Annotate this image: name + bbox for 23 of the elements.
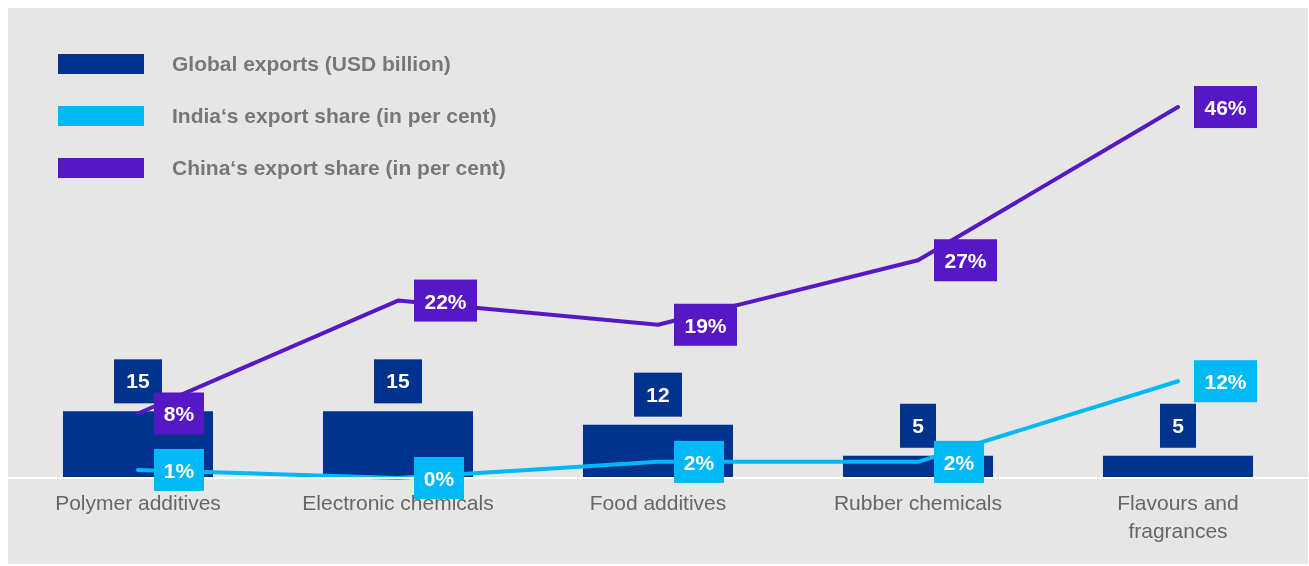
legend-label: Global exports (USD billion) <box>172 52 451 76</box>
data-label: 5 <box>912 413 925 437</box>
x-tick-label: Flavours and fragrances <box>1117 491 1239 542</box>
x-tick-label: Rubber chemicals <box>833 491 1003 514</box>
legend-label: India‘s export share (in per cent) <box>172 104 497 128</box>
x-tick-label: Polymer additives <box>55 491 221 514</box>
data-label: 15 <box>126 369 150 393</box>
data-label: 12 <box>646 382 670 406</box>
data-label: 27% <box>944 249 987 273</box>
data-label: 0% <box>423 467 455 490</box>
data-label: 8% <box>163 402 195 426</box>
data-label: 22% <box>424 289 467 313</box>
legend-label: China‘s export share (in per cent) <box>172 156 506 180</box>
data-label: 2% <box>943 450 975 474</box>
data-label: 19% <box>684 313 727 337</box>
data-label: 1% <box>163 458 195 482</box>
data-label: 5 <box>1172 413 1185 437</box>
data-label: 2% <box>683 450 715 474</box>
data-label: 15 <box>386 369 410 393</box>
x-tick-label: Food additives <box>589 491 727 514</box>
data-label: 46% <box>1204 96 1247 120</box>
x-tick-label: Electronic chemicals <box>302 491 494 514</box>
data-label: 12% <box>1204 370 1247 394</box>
